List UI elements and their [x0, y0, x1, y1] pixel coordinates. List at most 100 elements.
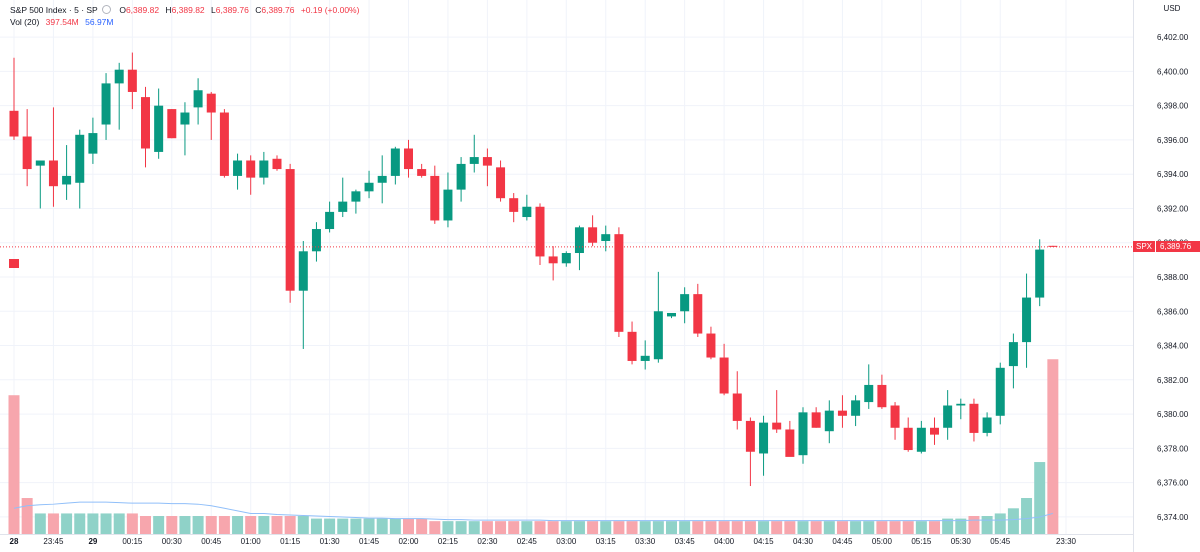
volume-legend-row: Vol (20) 397.54M 56.97M [10, 16, 359, 28]
volume-bar [547, 521, 559, 534]
volume-bar [324, 518, 336, 534]
volume-bar [442, 521, 454, 534]
x-tick-label: 04:00 [714, 537, 735, 546]
candle-body [298, 251, 308, 291]
volume-bar [297, 516, 309, 534]
volume-bar [758, 521, 770, 534]
currency-label[interactable]: USD [1163, 4, 1181, 13]
volume-bar [310, 518, 322, 534]
x-tick-label: 01:45 [359, 537, 380, 546]
volume-bar [744, 521, 756, 534]
volume-bar [455, 521, 467, 534]
x-tick-label: 05:15 [911, 537, 932, 546]
volume-bar [876, 521, 888, 534]
x-tick-label: 02:30 [477, 537, 498, 546]
x-tick-label: 02:00 [398, 537, 419, 546]
candle-body [759, 422, 769, 454]
symbol-title[interactable]: S&P 500 Index · 5 · SP [10, 5, 98, 15]
volume-label[interactable]: Vol (20) [10, 17, 40, 27]
volume-bar [34, 513, 46, 534]
candle-body [35, 160, 45, 166]
candle-body [653, 311, 663, 360]
x-tick-label: 23:45 [43, 537, 64, 546]
candle-body [864, 384, 874, 403]
candle-body [1048, 245, 1058, 247]
volume-bar [942, 518, 954, 534]
x-tick-label: 29 [88, 537, 97, 546]
candle-body [469, 157, 479, 164]
volume-bar [929, 521, 940, 534]
candle-body [548, 256, 558, 264]
close-label: C [255, 5, 262, 15]
candle-body [877, 384, 887, 408]
x-tick-label: 04:30 [793, 537, 814, 546]
low-label: L [211, 5, 216, 15]
y-tick-label: 6,396.00 [1157, 136, 1189, 145]
volume-bar [1007, 508, 1019, 534]
volume-bar [337, 518, 349, 534]
volume-ma-line [13, 501, 1053, 522]
x-tick-label: 04:15 [754, 537, 775, 546]
y-tick-label: 6,374.00 [1157, 513, 1189, 522]
volume-bar [495, 521, 507, 534]
volume-bar [666, 521, 677, 534]
candle-body [851, 400, 861, 416]
volume-bar [626, 521, 638, 534]
x-tick-label: 00:30 [162, 537, 183, 546]
candle-body [390, 148, 400, 176]
volume-bar [179, 516, 191, 534]
candle-body [285, 169, 295, 291]
x-tick-label: 28 [10, 537, 19, 546]
candle-body [482, 157, 492, 166]
x-tick-label: 01:15 [280, 537, 301, 546]
volume-bar [416, 518, 428, 534]
candle-body [982, 417, 992, 433]
volume-bar [692, 521, 704, 534]
volume-bar [534, 521, 546, 534]
volume-bar [863, 521, 875, 534]
volume-bar [205, 516, 217, 534]
volume-bar [771, 521, 783, 534]
chart-legend: S&P 500 Index · 5 · SP O6,389.82 H6,389.… [10, 4, 359, 28]
candle-body [667, 312, 676, 317]
volume-bar [573, 521, 585, 534]
candle-body [680, 294, 690, 312]
candle-body [404, 148, 413, 170]
y-tick-label: 6,386.00 [1157, 307, 1189, 316]
volume-bar [521, 521, 533, 534]
volume-bar [705, 521, 717, 534]
candle-body [969, 403, 979, 433]
volume-bar [232, 516, 244, 534]
candle-body [206, 93, 216, 113]
candle-body [785, 429, 795, 457]
candle-body [693, 294, 703, 334]
candle-body [127, 69, 137, 92]
volume-bar [823, 521, 835, 534]
volume-bar [218, 516, 230, 534]
candle-body [930, 427, 939, 435]
candle-body [561, 253, 571, 264]
volume-bar [245, 516, 257, 534]
volume-bar [87, 513, 99, 534]
volume-bar [1021, 498, 1033, 534]
volume-bar [258, 516, 270, 534]
volume-ma-value: 56.97M [85, 17, 114, 27]
volume-bar [587, 521, 599, 534]
candle-body [943, 405, 953, 428]
candle-body [180, 112, 190, 125]
candle-body [430, 175, 440, 221]
candle-body [1022, 297, 1032, 343]
candle-body [824, 410, 834, 432]
candle-body [574, 227, 584, 254]
volume-bar [850, 521, 862, 534]
volume-bar [468, 521, 480, 534]
candle-body [811, 412, 821, 428]
volume-bar [902, 521, 914, 534]
volume-bar [271, 516, 283, 534]
candle-body [141, 97, 150, 149]
x-tick-label: 23:30 [1056, 537, 1077, 546]
change-value: +0.19 (+0.00%) [300, 5, 360, 15]
candle-body [167, 109, 177, 139]
y-tick-label: 6,400.00 [1157, 67, 1189, 76]
